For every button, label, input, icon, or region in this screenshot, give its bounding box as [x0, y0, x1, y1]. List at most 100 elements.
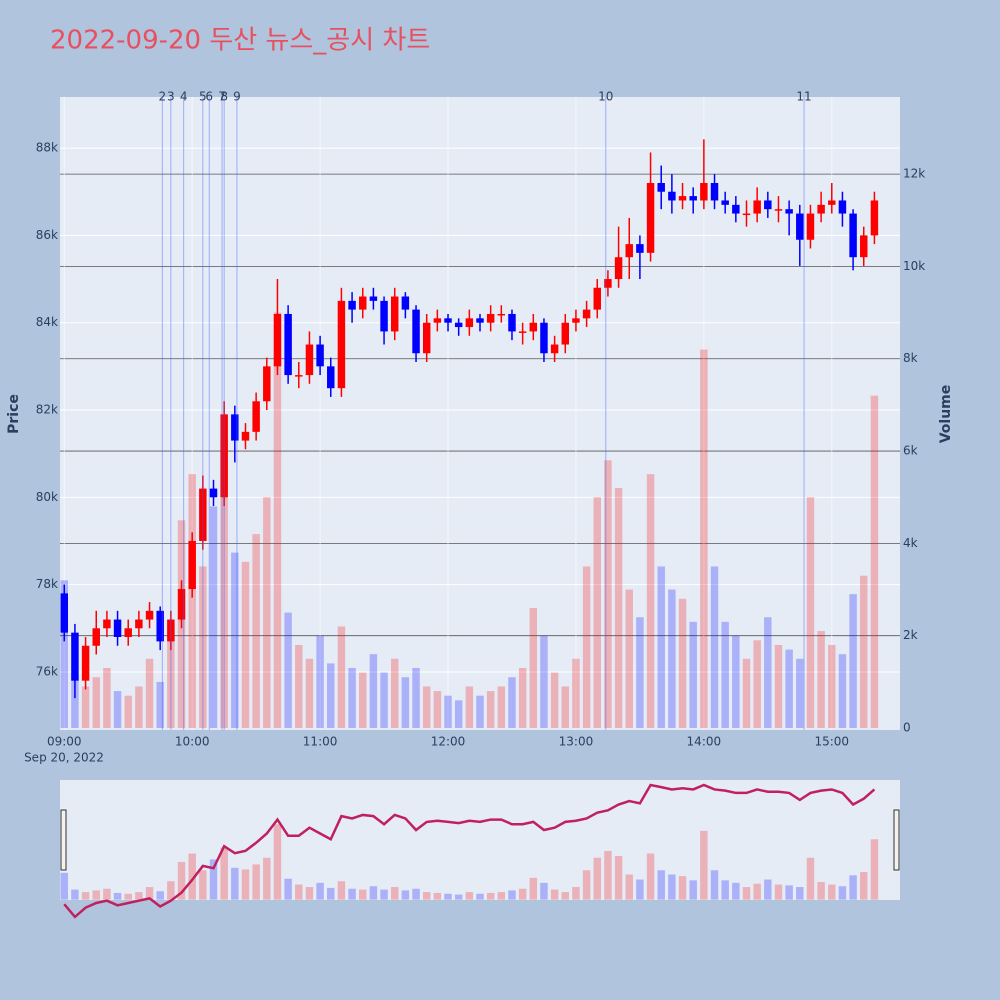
x-tick-label: 13:00 [559, 735, 594, 749]
y2-tick-label: 4k [903, 536, 918, 550]
volume-bar [774, 644, 783, 729]
volume-bar [263, 497, 271, 729]
volume-bar [668, 589, 676, 729]
y2-tick-label: 8k [903, 351, 918, 365]
candle-body [359, 296, 367, 310]
volume-bar [572, 658, 580, 729]
candle-body [710, 183, 719, 201]
mini-volume-bar [817, 882, 825, 900]
mini-volume-bar [199, 870, 207, 900]
mini-volume-bar [732, 882, 740, 900]
candle-body [518, 331, 527, 333]
y-tick-label: 78k [36, 577, 58, 591]
candle-body [209, 488, 218, 498]
mini-volume-bar [263, 857, 271, 900]
mini-volume-bar [156, 891, 164, 900]
candle-body [796, 213, 804, 240]
candle-body [390, 296, 399, 332]
volume-bar [732, 635, 740, 729]
volume-bar [113, 691, 122, 729]
mini-volume-bar [646, 853, 655, 900]
y-tick-label: 86k [36, 228, 58, 242]
candle-body [764, 200, 772, 210]
candle-body [465, 318, 474, 328]
candle-body [817, 204, 825, 214]
candle-body [231, 414, 239, 441]
slider-handle[interactable] [60, 809, 67, 871]
volume-bar [241, 561, 250, 729]
event-label: 8 [220, 90, 228, 104]
candle-body [284, 313, 292, 376]
mini-volume-bar [657, 870, 665, 900]
candle-body [508, 313, 516, 332]
candle-body [316, 344, 324, 367]
mini-volume-bar [220, 847, 228, 900]
volume-bar [540, 635, 548, 729]
candle-body [700, 183, 708, 201]
mini-volume-bar [327, 887, 335, 900]
mini-volume-bar [92, 890, 100, 900]
event-label: 7 [218, 90, 226, 104]
volume-bar [561, 686, 570, 729]
candle-body [657, 183, 665, 192]
candle-body [380, 300, 388, 332]
mini-volume-bar [433, 892, 442, 900]
mini-volume-bar [241, 869, 250, 900]
mini-volume-bar [188, 853, 196, 900]
range-slider[interactable] [60, 780, 900, 900]
slider-handle[interactable] [893, 809, 900, 871]
candle-body [561, 322, 570, 345]
volume-bar [710, 566, 719, 729]
mini-volume-bar [380, 889, 388, 900]
candle-body [806, 213, 815, 240]
mini-volume-bar [476, 893, 484, 900]
volume-bar [252, 534, 260, 729]
mini-volume-bar [486, 892, 495, 900]
mini-volume-bar [508, 890, 516, 900]
volume-bar [60, 580, 68, 729]
volume-bar [273, 312, 282, 729]
mini-volume-bar [337, 881, 346, 900]
volume-bar [518, 668, 527, 729]
volume-bar [327, 663, 335, 729]
volume-bar [92, 677, 100, 729]
volume-bar [604, 460, 612, 729]
candle-body [614, 257, 623, 280]
candle-body [103, 619, 111, 629]
candle-body [646, 183, 655, 253]
candle-body [540, 322, 548, 354]
volume-bar [316, 635, 324, 729]
mini-volume-bar [103, 888, 111, 900]
candle-body [273, 313, 282, 367]
volume-bar [188, 474, 196, 729]
mini-volume-bar [572, 887, 580, 900]
mini-volume-bar [870, 839, 879, 900]
event-label: 4 [180, 90, 188, 104]
volume-bar [369, 654, 378, 729]
mini-volume-bar [135, 892, 143, 900]
candle-body [550, 344, 559, 354]
volume-bar [646, 474, 655, 729]
volume-bar [103, 668, 111, 729]
candle-body [422, 322, 431, 354]
y2-tick-label: 2k [903, 628, 918, 642]
volume-bar [231, 552, 239, 729]
volume-bar [529, 607, 538, 729]
candle-body [156, 610, 164, 642]
volume-bar [700, 349, 708, 729]
mini-volume-bar [518, 888, 527, 900]
candle-body [412, 309, 420, 354]
candle-body [433, 318, 442, 323]
volume-bar [614, 487, 623, 729]
volume-bar [199, 566, 207, 729]
volume-bar [593, 497, 601, 729]
mini-volume-bar [422, 892, 431, 900]
y-tick-label: 80k [36, 490, 58, 504]
volume-bar [305, 658, 314, 729]
candle-body [60, 593, 68, 633]
mini-volume-bar [305, 887, 314, 900]
volume-bar [582, 566, 591, 729]
mini-volume-bar [774, 884, 783, 900]
candle-body [92, 628, 100, 646]
